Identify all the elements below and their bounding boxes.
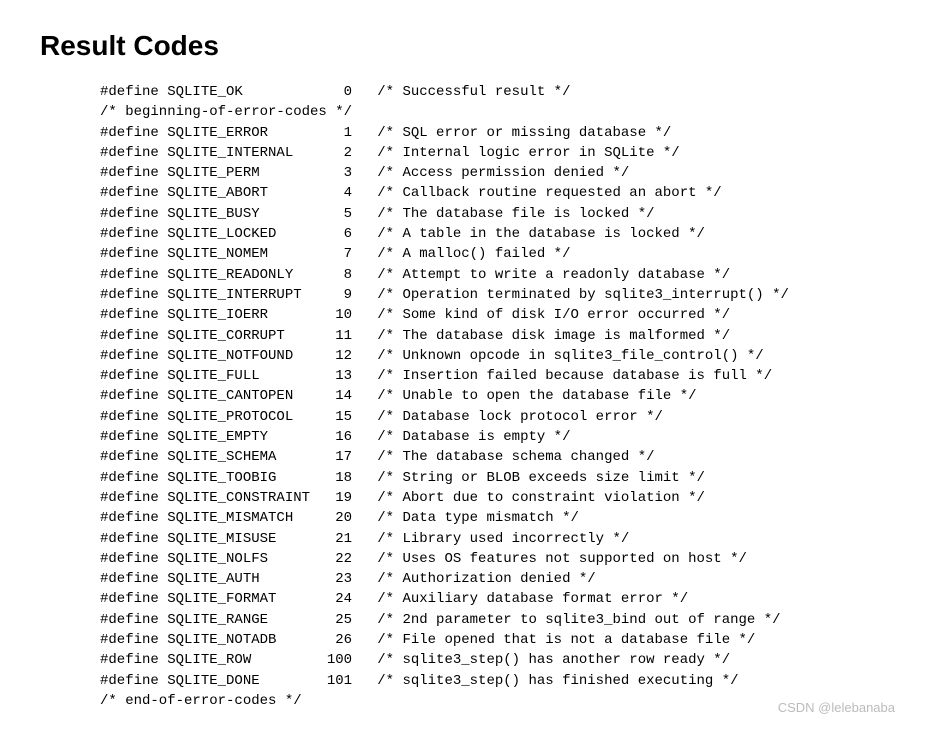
page-title: Result Codes	[40, 30, 895, 62]
watermark-text: CSDN @lelebanaba	[778, 700, 895, 715]
result-codes-block: #define SQLITE_OK 0 /* Successful result…	[100, 82, 895, 711]
